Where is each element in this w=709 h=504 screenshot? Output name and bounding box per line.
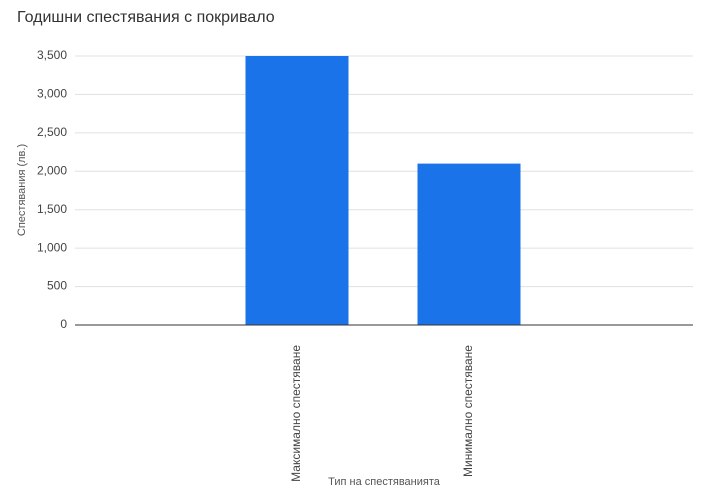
bar bbox=[417, 163, 521, 325]
x-tick-label: Минимално спестяване bbox=[461, 345, 475, 477]
x-axis-title: Тип на спестяванията bbox=[328, 476, 441, 488]
y-tick-label: 2,500 bbox=[37, 125, 67, 139]
bar bbox=[245, 56, 349, 325]
chart-title: Годишни спестявания с покривало bbox=[17, 9, 275, 26]
y-tick-label: 1,500 bbox=[37, 202, 67, 216]
y-tick-label: 500 bbox=[47, 279, 67, 293]
y-tick-label: 3,000 bbox=[37, 87, 67, 101]
y-tick-label: 3,500 bbox=[37, 48, 67, 62]
y-tick-label: 1,000 bbox=[37, 240, 67, 254]
y-axis-title: Спестявания (лв.) bbox=[16, 144, 28, 236]
y-tick-label: 2,000 bbox=[37, 163, 67, 177]
y-tick-label: 0 bbox=[60, 317, 67, 331]
x-tick-label: Максимално спестяване bbox=[289, 345, 303, 482]
